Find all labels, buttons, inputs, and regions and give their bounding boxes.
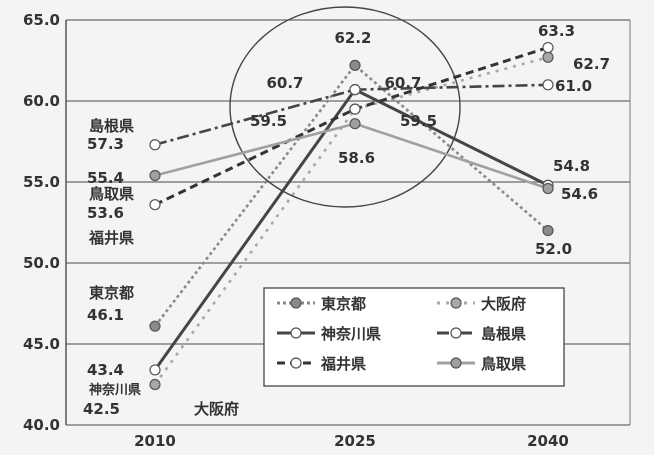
legend-label: 東京都 xyxy=(321,295,366,313)
series-line xyxy=(153,63,549,327)
data-label: 43.4 xyxy=(87,361,124,379)
data-point xyxy=(542,41,554,54)
legend-swatch-marker xyxy=(450,327,462,339)
data-point xyxy=(149,139,161,151)
y-tick-label: 55.0 xyxy=(23,173,60,191)
category-label: 大阪府 xyxy=(194,400,239,418)
legend-label: 鳥取県 xyxy=(481,355,526,373)
data-label: 58.6 xyxy=(338,149,375,167)
category-label: 福井県 xyxy=(88,229,134,247)
data-point xyxy=(349,103,361,115)
data-label: 59.5 xyxy=(250,112,287,130)
data-label: 62.7 xyxy=(573,55,610,73)
data-point xyxy=(542,182,554,195)
data-label: 59.5 xyxy=(400,112,437,130)
y-tick-label: 60.0 xyxy=(23,92,60,110)
data-point xyxy=(542,225,554,237)
data-label: 55.4 xyxy=(87,169,124,187)
data-label: 61.0 xyxy=(555,77,592,95)
category-label: 神奈川県 xyxy=(89,382,141,398)
y-tick-label: 50.0 xyxy=(23,254,60,272)
legend-swatch-marker xyxy=(450,297,462,309)
legend-swatch-marker xyxy=(290,327,302,339)
x-tick-label: 2040 xyxy=(527,432,569,450)
data-label: 54.6 xyxy=(561,185,598,203)
category-label: 島根県 xyxy=(89,117,134,135)
data-label: 60.7 xyxy=(384,74,421,92)
y-tick-label: 45.0 xyxy=(23,335,60,353)
y-tick-label: 40.0 xyxy=(23,416,60,434)
legend-swatch-marker xyxy=(290,297,302,309)
data-label: 62.2 xyxy=(334,29,371,47)
legend-swatch-marker xyxy=(450,357,462,369)
series-lines xyxy=(149,41,554,391)
data-label: 63.3 xyxy=(538,22,575,40)
legend-label: 島根県 xyxy=(481,325,526,343)
data-label: 52.0 xyxy=(535,240,572,258)
data-label: 42.5 xyxy=(83,400,120,418)
category-label: 東京都 xyxy=(89,284,134,302)
axes: 40.0 45.0 50.0 55.0 60.0 65.0 2010 2025 2040 xyxy=(23,6,631,450)
data-point xyxy=(149,169,161,182)
legend-label: 大阪府 xyxy=(481,295,526,313)
data-label: 57.3 xyxy=(87,135,124,153)
data-point xyxy=(349,118,361,130)
legend-label: 神奈川県 xyxy=(321,325,381,343)
data-label: 46.1 xyxy=(87,306,124,324)
data-label: 53.6 xyxy=(87,204,124,222)
data-label: 60.7 xyxy=(266,74,303,92)
x-tick-label: 2025 xyxy=(334,432,376,450)
x-tick-label: 2010 xyxy=(134,432,176,450)
data-point xyxy=(149,378,161,391)
category-label: 鳥取県 xyxy=(89,185,134,203)
data-point xyxy=(542,51,554,63)
data-point xyxy=(149,199,161,211)
y-tick-label: 65.0 xyxy=(23,11,60,29)
data-label: 54.8 xyxy=(553,157,590,175)
legend-swatch-marker xyxy=(290,357,302,369)
data-point xyxy=(349,59,361,71)
highlight-ellipse xyxy=(229,6,461,208)
data-point xyxy=(349,84,361,96)
legend-label: 福井県 xyxy=(320,355,366,373)
data-point xyxy=(542,79,554,91)
data-labels: 57.3 55.4 53.6 46.1 43.4 42.5 62.2 60.7 60.7 59.5… xyxy=(83,22,610,418)
data-point xyxy=(149,364,161,376)
data-point xyxy=(149,320,161,332)
